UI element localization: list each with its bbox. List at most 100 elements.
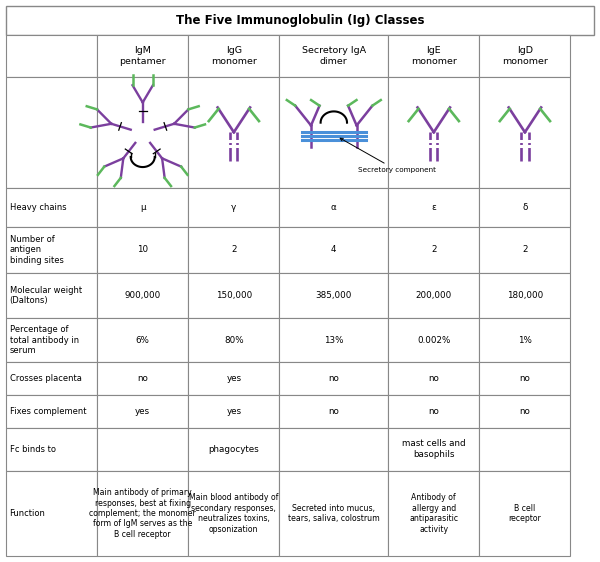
Text: mast cells and
basophils: mast cells and basophils [402,439,466,459]
Text: Heavy chains: Heavy chains [10,203,66,212]
Bar [388,395,479,428]
Text: 180,000: 180,000 [507,291,543,300]
Text: 2: 2 [231,246,236,255]
Bar [97,319,188,361]
Bar [280,428,388,471]
Bar [188,319,280,361]
Text: IgG
monomer: IgG monomer [211,46,257,66]
Bar [6,273,97,319]
Bar [280,395,388,428]
Bar [479,35,571,76]
Text: 10: 10 [137,246,148,255]
Bar [479,227,571,273]
Bar [97,35,188,76]
Bar [479,428,571,471]
Text: γ: γ [231,203,236,212]
Bar [388,361,479,395]
Text: Percentage of
total antibody in
serum: Percentage of total antibody in serum [10,325,79,355]
Bar [388,188,479,227]
Bar [188,227,280,273]
Bar [388,227,479,273]
Text: 4: 4 [331,246,337,255]
Text: no: no [520,406,530,415]
Text: no: no [328,374,339,383]
Text: yes: yes [226,406,241,415]
Text: Crosses placenta: Crosses placenta [10,374,82,383]
Text: Main antibody of primary
responses, best at fixing
complement; the monomer
form : Main antibody of primary responses, best… [89,488,196,539]
Text: 0.002%: 0.002% [417,336,451,345]
Bar [97,76,188,188]
Bar [479,188,571,227]
Text: The Five Immunoglobulin (Ig) Classes: The Five Immunoglobulin (Ig) Classes [176,14,424,27]
Bar [280,35,388,76]
Bar [479,273,571,319]
Text: Secretory component: Secretory component [340,138,436,173]
Text: IgE
monomer: IgE monomer [411,46,457,66]
Bar [188,35,280,76]
Bar [280,319,388,361]
Text: Main blood antibody of
secondary responses,
neutralizes toxins,
opsonization: Main blood antibody of secondary respons… [189,493,278,534]
Bar [97,395,188,428]
Bar [280,227,388,273]
Bar [188,273,280,319]
Text: Secretory IgA
dimer: Secretory IgA dimer [302,46,366,66]
Text: no: no [428,406,439,415]
Text: Secreted into mucus,
tears, saliva, colostrum: Secreted into mucus, tears, saliva, colo… [288,504,380,523]
Bar [6,361,97,395]
Text: 385,000: 385,000 [316,291,352,300]
Bar [388,273,479,319]
Text: Number of
antigen
binding sites: Number of antigen binding sites [10,235,64,265]
Text: 200,000: 200,000 [416,291,452,300]
Bar [479,395,571,428]
Bar [188,188,280,227]
Text: 1%: 1% [518,336,532,345]
Bar [6,428,97,471]
Bar [97,361,188,395]
Bar [388,76,479,188]
Bar [388,35,479,76]
Bar [6,227,97,273]
Bar [479,319,571,361]
Text: 150,000: 150,000 [216,291,252,300]
Bar [479,76,571,188]
Text: 6%: 6% [136,336,149,345]
Text: 2: 2 [431,246,437,255]
Text: B cell
receptor: B cell receptor [509,504,541,523]
Text: α: α [331,203,337,212]
Bar [188,361,280,395]
Text: ε: ε [431,203,436,212]
Text: Function: Function [10,509,46,518]
Bar [97,273,188,319]
Bar [6,395,97,428]
Bar [188,76,280,188]
Bar [97,428,188,471]
Text: no: no [428,374,439,383]
Bar [388,471,479,556]
Bar [6,188,97,227]
Bar [6,35,97,76]
Text: no: no [137,374,148,383]
Bar [6,319,97,361]
Bar [388,319,479,361]
Bar [388,428,479,471]
Bar [280,273,388,319]
Bar [280,76,388,188]
Text: Fixes complement: Fixes complement [10,406,86,415]
Text: no: no [520,374,530,383]
Text: δ: δ [522,203,527,212]
Bar [188,428,280,471]
Text: 2: 2 [522,246,527,255]
Bar [479,361,571,395]
Bar [280,188,388,227]
Bar [6,6,594,35]
Bar [97,471,188,556]
Bar [97,227,188,273]
Bar [97,188,188,227]
Bar [6,76,97,188]
Text: 900,000: 900,000 [125,291,161,300]
Text: Fc binds to: Fc binds to [10,445,56,454]
Text: phagocytes: phagocytes [208,445,259,454]
Bar [280,471,388,556]
Text: μ: μ [140,203,146,212]
Text: yes: yes [135,406,150,415]
